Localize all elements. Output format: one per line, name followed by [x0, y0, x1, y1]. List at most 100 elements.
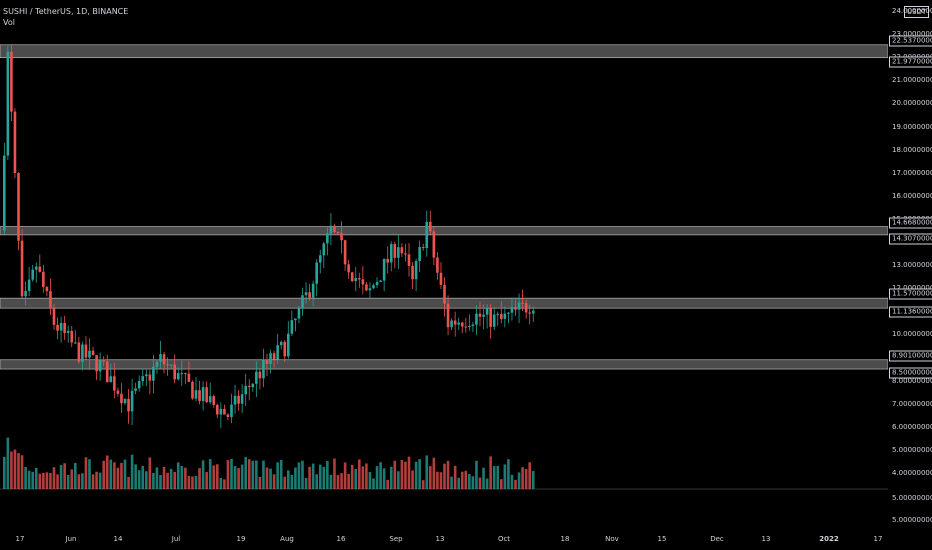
candle-body[interactable]: [159, 354, 162, 362]
candle-body[interactable]: [226, 414, 230, 418]
candlestick-chart[interactable]: [0, 0, 888, 530]
candle-body[interactable]: [145, 374, 148, 377]
candle-body[interactable]: [105, 361, 109, 383]
candle-body[interactable]: [166, 364, 169, 366]
candle-body[interactable]: [155, 361, 159, 367]
candle-body[interactable]: [322, 243, 326, 256]
candle-body[interactable]: [393, 244, 397, 258]
candle-body[interactable]: [492, 314, 496, 327]
candle-body[interactable]: [95, 355, 98, 372]
candle-body[interactable]: [397, 247, 400, 258]
candle-body[interactable]: [173, 364, 176, 380]
candle-body[interactable]: [31, 269, 34, 280]
candle-body[interactable]: [258, 371, 262, 379]
candle-body[interactable]: [503, 313, 507, 319]
candle-body[interactable]: [205, 387, 208, 403]
candle-body[interactable]: [180, 373, 184, 375]
candle-body[interactable]: [365, 284, 368, 291]
candle-body[interactable]: [49, 291, 52, 308]
candle-body[interactable]: [382, 258, 386, 281]
candle-body[interactable]: [414, 260, 418, 280]
candle-body[interactable]: [496, 314, 500, 316]
candle-body[interactable]: [404, 253, 407, 255]
candle-body[interactable]: [276, 345, 279, 360]
candle-body[interactable]: [315, 262, 318, 284]
candle-body[interactable]: [510, 307, 514, 313]
candle-body[interactable]: [531, 310, 535, 314]
candle-body[interactable]: [429, 221, 432, 232]
candle-body[interactable]: [24, 290, 27, 297]
candle-body[interactable]: [343, 240, 347, 265]
candle-body[interactable]: [311, 283, 315, 298]
level-price-label[interactable]: 11.13600000: [889, 306, 932, 318]
candle-body[interactable]: [528, 312, 531, 314]
candle-body[interactable]: [176, 373, 180, 380]
candle-body[interactable]: [329, 225, 333, 234]
candle-body[interactable]: [432, 231, 436, 258]
candle-body[interactable]: [336, 231, 340, 234]
candle-body[interactable]: [326, 233, 329, 244]
candle-body[interactable]: [198, 390, 201, 402]
chart-area[interactable]: [0, 0, 888, 530]
candle-body[interactable]: [134, 388, 137, 391]
candle-body[interactable]: [272, 353, 276, 360]
candle-body[interactable]: [216, 404, 219, 415]
candle-body[interactable]: [212, 396, 216, 405]
candle-body[interactable]: [361, 279, 365, 285]
candle-body[interactable]: [81, 344, 84, 362]
zone-band-1[interactable]: [0, 226, 888, 236]
level-price-label[interactable]: 21.97700000: [889, 56, 932, 68]
candle-body[interactable]: [450, 320, 453, 328]
candle-body[interactable]: [453, 320, 457, 325]
candle-body[interactable]: [468, 325, 471, 328]
candle-body[interactable]: [389, 244, 393, 263]
candle-body[interactable]: [109, 376, 113, 383]
candle-body[interactable]: [162, 354, 166, 365]
candle-body[interactable]: [411, 265, 414, 280]
candle-body[interactable]: [130, 390, 134, 412]
level-price-label[interactable]: 8.50000000: [889, 367, 932, 379]
candle-body[interactable]: [279, 341, 283, 346]
candle-body[interactable]: [425, 221, 429, 249]
candle-body[interactable]: [269, 353, 272, 364]
candle-body[interactable]: [287, 333, 290, 357]
candle-body[interactable]: [304, 292, 308, 296]
candle-body[interactable]: [446, 303, 450, 328]
candle-body[interactable]: [301, 295, 304, 308]
candle-body[interactable]: [375, 281, 379, 286]
candle-body[interactable]: [63, 322, 66, 333]
candle-body[interactable]: [120, 393, 123, 404]
candle-body[interactable]: [478, 313, 482, 317]
candle-body[interactable]: [152, 366, 155, 381]
candle-body[interactable]: [251, 383, 255, 388]
candle-body[interactable]: [333, 225, 336, 232]
candle-body[interactable]: [84, 344, 88, 358]
candle-body[interactable]: [244, 385, 247, 395]
level-price-label[interactable]: 11.57000000: [889, 288, 932, 300]
candle-body[interactable]: [66, 330, 70, 333]
candle-body[interactable]: [77, 342, 81, 362]
candle-body[interactable]: [219, 409, 223, 415]
candle-body[interactable]: [482, 314, 485, 317]
candle-body[interactable]: [240, 394, 244, 404]
candle-body[interactable]: [194, 390, 198, 399]
candle-body[interactable]: [443, 284, 446, 304]
symbol-title[interactable]: SUSHI / TetherUS, 1D, BINANCE: [3, 7, 129, 16]
candle-body[interactable]: [3, 155, 6, 231]
candle-body[interactable]: [340, 233, 343, 241]
candle-body[interactable]: [98, 359, 102, 372]
candle-body[interactable]: [475, 313, 478, 325]
candle-body[interactable]: [379, 280, 382, 282]
level-price-label[interactable]: 14.66800000: [889, 217, 932, 229]
zone-band-3[interactable]: [0, 359, 888, 370]
candle-body[interactable]: [507, 312, 510, 314]
candle-body[interactable]: [457, 322, 460, 325]
candle-body[interactable]: [70, 330, 74, 343]
zone-band-0[interactable]: [0, 44, 888, 59]
candle-body[interactable]: [6, 51, 10, 156]
candle-body[interactable]: [372, 285, 375, 289]
level-price-label[interactable]: 14.30700000: [889, 233, 932, 245]
candle-body[interactable]: [208, 396, 212, 403]
candle-body[interactable]: [308, 292, 311, 298]
candle-body[interactable]: [56, 324, 59, 331]
